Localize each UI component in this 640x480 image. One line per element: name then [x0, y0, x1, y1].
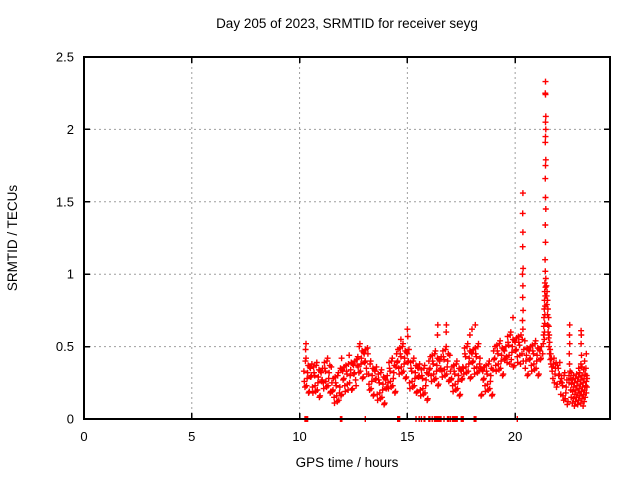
x-tick-label: 0: [80, 429, 87, 444]
gridlines: [84, 57, 610, 419]
x-tick-label: 5: [188, 429, 195, 444]
y-tick-label: 2: [67, 122, 74, 137]
x-axis-label: GPS time / hours: [296, 455, 399, 470]
data-points: [300, 78, 591, 422]
y-tick-label: 2.5: [56, 50, 74, 65]
y-tick-label: 1: [67, 267, 74, 282]
y-tick-label: 0.5: [56, 339, 74, 354]
x-tick-label: 20: [508, 429, 522, 444]
plot-border-and-ticks: [83, 56, 611, 420]
y-tick-label: 1.5: [56, 194, 74, 209]
x-tick-labels: 0 5 10 15 20: [80, 429, 522, 444]
chart-title: Day 205 of 2023, SRMTID for receiver sey…: [216, 16, 478, 31]
x-tick-label: 15: [400, 429, 414, 444]
y-tick-label: 0: [67, 412, 74, 427]
y-tick-labels: 0 0.5 1 1.5 2 2.5: [56, 50, 74, 427]
x-tick-label: 10: [292, 429, 306, 444]
y-axis-label: SRMTID / TECUs: [5, 185, 20, 292]
